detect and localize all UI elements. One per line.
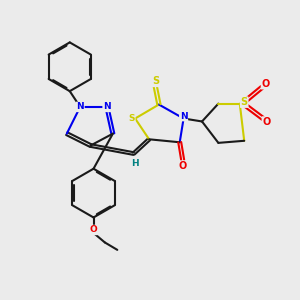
Text: S: S xyxy=(152,76,159,86)
Text: O: O xyxy=(262,79,270,89)
Text: N: N xyxy=(103,102,111,111)
Text: S: S xyxy=(241,97,248,107)
Text: O: O xyxy=(178,161,187,171)
Text: O: O xyxy=(262,117,271,127)
Text: H: H xyxy=(131,159,139,168)
Text: S: S xyxy=(128,114,135,123)
Text: N: N xyxy=(76,102,84,111)
Text: O: O xyxy=(90,226,98,235)
Text: N: N xyxy=(180,112,188,121)
